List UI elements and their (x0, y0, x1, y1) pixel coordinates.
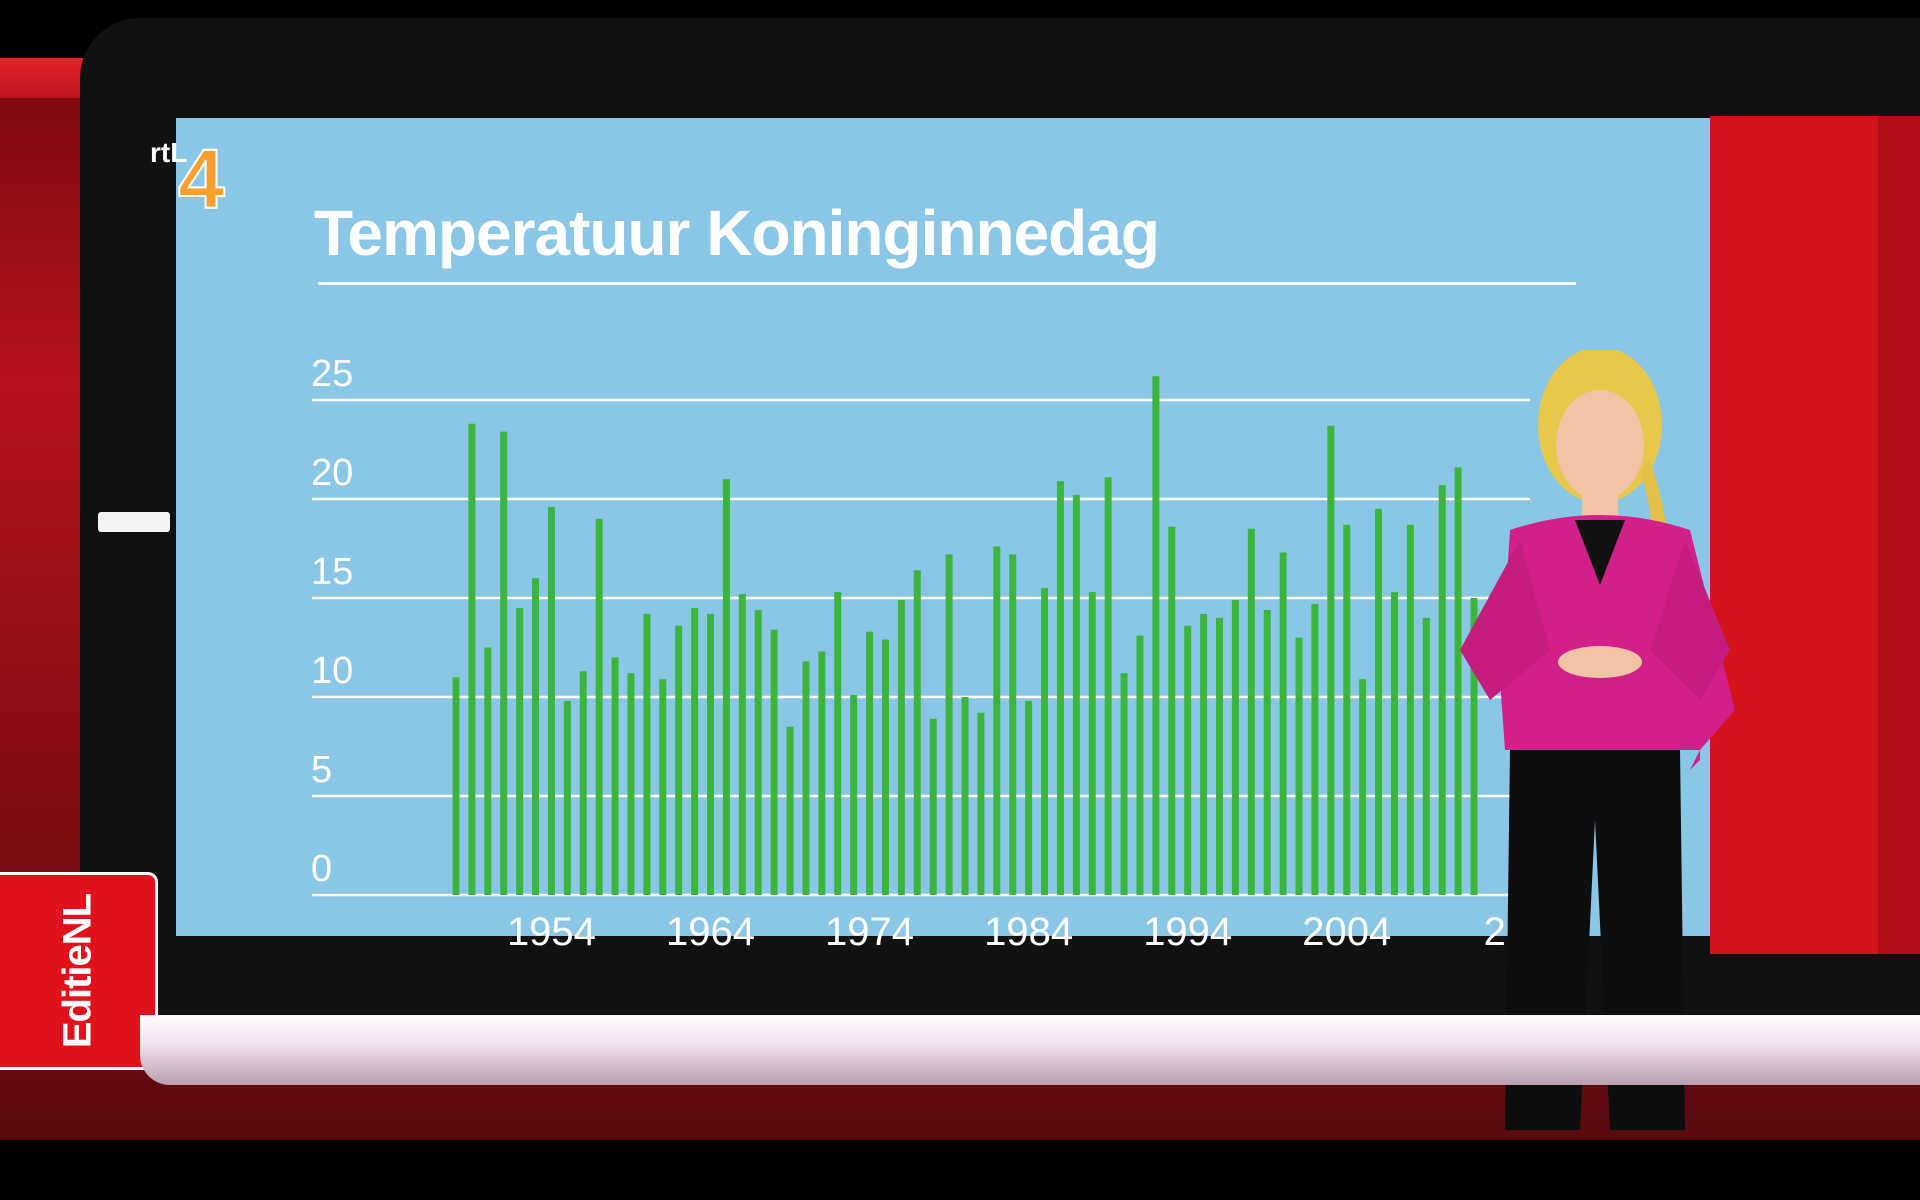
y-tick-label: 25 (311, 353, 353, 395)
chart-title: Temperatuur Koninginnedag (314, 197, 1160, 269)
y-tick-label: 5 (311, 749, 332, 791)
bar (850, 695, 858, 895)
bar (818, 651, 826, 895)
bar (452, 677, 460, 895)
bar (1104, 477, 1112, 895)
bar (993, 546, 1001, 895)
rtl4-logo: rtL 4 (150, 131, 226, 218)
bar (1279, 552, 1287, 895)
bar (643, 613, 651, 895)
x-tick-label: 1984 (984, 910, 1073, 954)
bar (1438, 485, 1446, 895)
bar (1168, 526, 1176, 895)
bar (1470, 598, 1478, 895)
x-tick-label: 1954 (507, 910, 596, 954)
x-tick-label: 1974 (825, 910, 914, 954)
svg-text:rtL: rtL (150, 137, 187, 168)
bar (532, 578, 540, 895)
bar (1359, 679, 1367, 895)
bar (611, 657, 619, 895)
bar (802, 661, 810, 895)
bar (834, 592, 842, 895)
bar (1056, 481, 1064, 895)
bar (1406, 524, 1414, 895)
bar (691, 607, 699, 895)
bar (1200, 613, 1208, 895)
bar (1422, 617, 1430, 895)
bar (1136, 635, 1144, 895)
bar (468, 423, 476, 895)
bar (961, 697, 969, 895)
bar (897, 599, 905, 895)
title-underline (318, 282, 1576, 285)
bar (786, 726, 794, 895)
bar (1390, 592, 1398, 895)
bar (929, 718, 937, 895)
bar (500, 431, 508, 895)
y-tick-label: 10 (311, 650, 353, 692)
bar (722, 479, 730, 895)
bar (516, 607, 524, 895)
bar (1216, 617, 1223, 895)
bar (1263, 609, 1271, 895)
x-tick-label: 1994 (1143, 910, 1232, 954)
bar (1009, 554, 1017, 895)
bar (595, 518, 603, 895)
bar (675, 625, 683, 895)
bar (1311, 603, 1319, 895)
bar (1025, 700, 1033, 895)
bar (1088, 592, 1096, 895)
bar (1184, 625, 1192, 895)
chart-screen (176, 118, 1710, 936)
bar (881, 639, 889, 895)
bar (1041, 588, 1049, 895)
bar (627, 673, 635, 895)
y-tick-label: 20 (311, 452, 353, 494)
x-tick-label: 2004 (1302, 910, 1391, 954)
bar (1375, 508, 1383, 895)
x-tick-label: 1964 (666, 910, 755, 954)
bar (707, 613, 714, 895)
svg-text:4: 4 (178, 132, 225, 218)
bar (484, 647, 492, 895)
bar (1343, 524, 1351, 895)
bar (547, 506, 555, 895)
bar (945, 554, 953, 895)
bar (1247, 528, 1255, 895)
studio-floor-light (140, 1015, 1920, 1085)
bar (1152, 376, 1160, 895)
bar (659, 679, 667, 895)
editienl-badge: EditieNL (0, 872, 158, 1070)
bar (563, 700, 571, 895)
bar (1454, 467, 1462, 895)
bar (1327, 425, 1335, 895)
bar (1120, 673, 1128, 895)
studio-red-panel-edge (1878, 116, 1920, 954)
bar (770, 629, 778, 895)
studio-light-strip (98, 512, 170, 532)
bar (1231, 599, 1239, 895)
bar (1072, 495, 1080, 895)
y-tick-label: 15 (311, 551, 353, 593)
bar (738, 594, 746, 895)
program-name: EditieNL (55, 893, 99, 1049)
bar (977, 712, 985, 895)
bar (1295, 637, 1303, 895)
bar (754, 609, 762, 895)
bar (913, 570, 921, 895)
bar (866, 631, 874, 895)
bar (579, 671, 587, 895)
y-tick-label: 0 (311, 848, 332, 890)
